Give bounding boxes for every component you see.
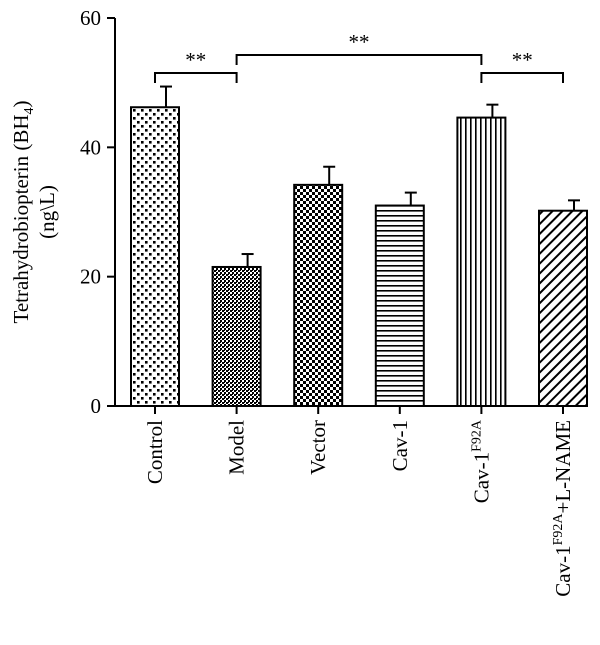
y-tick-label: 60 <box>80 6 101 30</box>
significance-brackets: ** ** ** <box>154 30 564 83</box>
category-superscript: F92A <box>551 513 566 546</box>
category-suffix: +L-NAME <box>551 420 575 514</box>
x-tick-label: Vector <box>306 420 330 475</box>
category-main: Control <box>143 420 167 484</box>
bar <box>456 116 507 407</box>
bracket-line <box>480 72 564 83</box>
category-label: Cav-1F92A+L-NAME <box>551 420 575 597</box>
category-main: Model <box>225 420 249 475</box>
x-tick-label: Cav-1F92A <box>469 419 493 503</box>
significance-bracket: ** <box>154 48 238 83</box>
bracket-line <box>235 54 483 65</box>
svg-text:Tetrahydrobiopterin (BH4): Tetrahydrobiopterin (BH4) <box>9 100 37 323</box>
y-tick-label: 40 <box>80 135 101 159</box>
ylabel-main: Tetrahydrobiopterin (BH <box>9 114 33 323</box>
category-main: Cav-1 <box>551 545 575 596</box>
significance-label: ** <box>512 48 533 72</box>
significance-label: ** <box>349 30 370 54</box>
significance-label: ** <box>185 48 206 72</box>
category-main: Vector <box>306 420 330 475</box>
ylabel-subscript: 4 <box>22 107 37 114</box>
x-axis-labels: Control Model Vector Cav-1Cav-1F92ACav-1F92… <box>143 419 575 597</box>
ylabel-units: (ng\L) <box>35 185 59 239</box>
y-tick-label: 0 <box>91 394 102 418</box>
x-tick-label: Control <box>143 420 167 484</box>
category-label: Cav-1F92A <box>469 419 493 503</box>
x-tick-label: Cav-1F92A+L-NAME <box>551 420 575 597</box>
category-main: Cav-1 <box>469 452 493 503</box>
bars <box>130 85 588 414</box>
y-axis-label: Tetrahydrobiopterin (BH4) (ng\L) <box>9 100 59 323</box>
bar <box>538 209 588 407</box>
significance-bracket: ** <box>480 48 564 83</box>
y-tick-label: 20 <box>80 265 101 289</box>
bar <box>211 265 262 408</box>
ylabel-close: ) <box>9 100 33 107</box>
x-tick-label: Cav-1 <box>388 420 412 471</box>
category-label: Control <box>143 420 167 484</box>
x-tick-label: Model <box>225 420 249 475</box>
category-label: Model <box>225 420 249 475</box>
category-label: Vector <box>306 420 330 475</box>
axes: 0 20 40 60 <box>80 6 583 418</box>
category-label: Cav-1 <box>388 420 412 471</box>
category-superscript: F92A <box>469 419 484 452</box>
significance-bracket: ** <box>235 30 483 65</box>
category-main: Cav-1 <box>388 420 412 471</box>
bar <box>293 183 344 407</box>
bar <box>130 106 180 408</box>
bar <box>374 204 425 407</box>
bracket-line <box>154 72 238 83</box>
